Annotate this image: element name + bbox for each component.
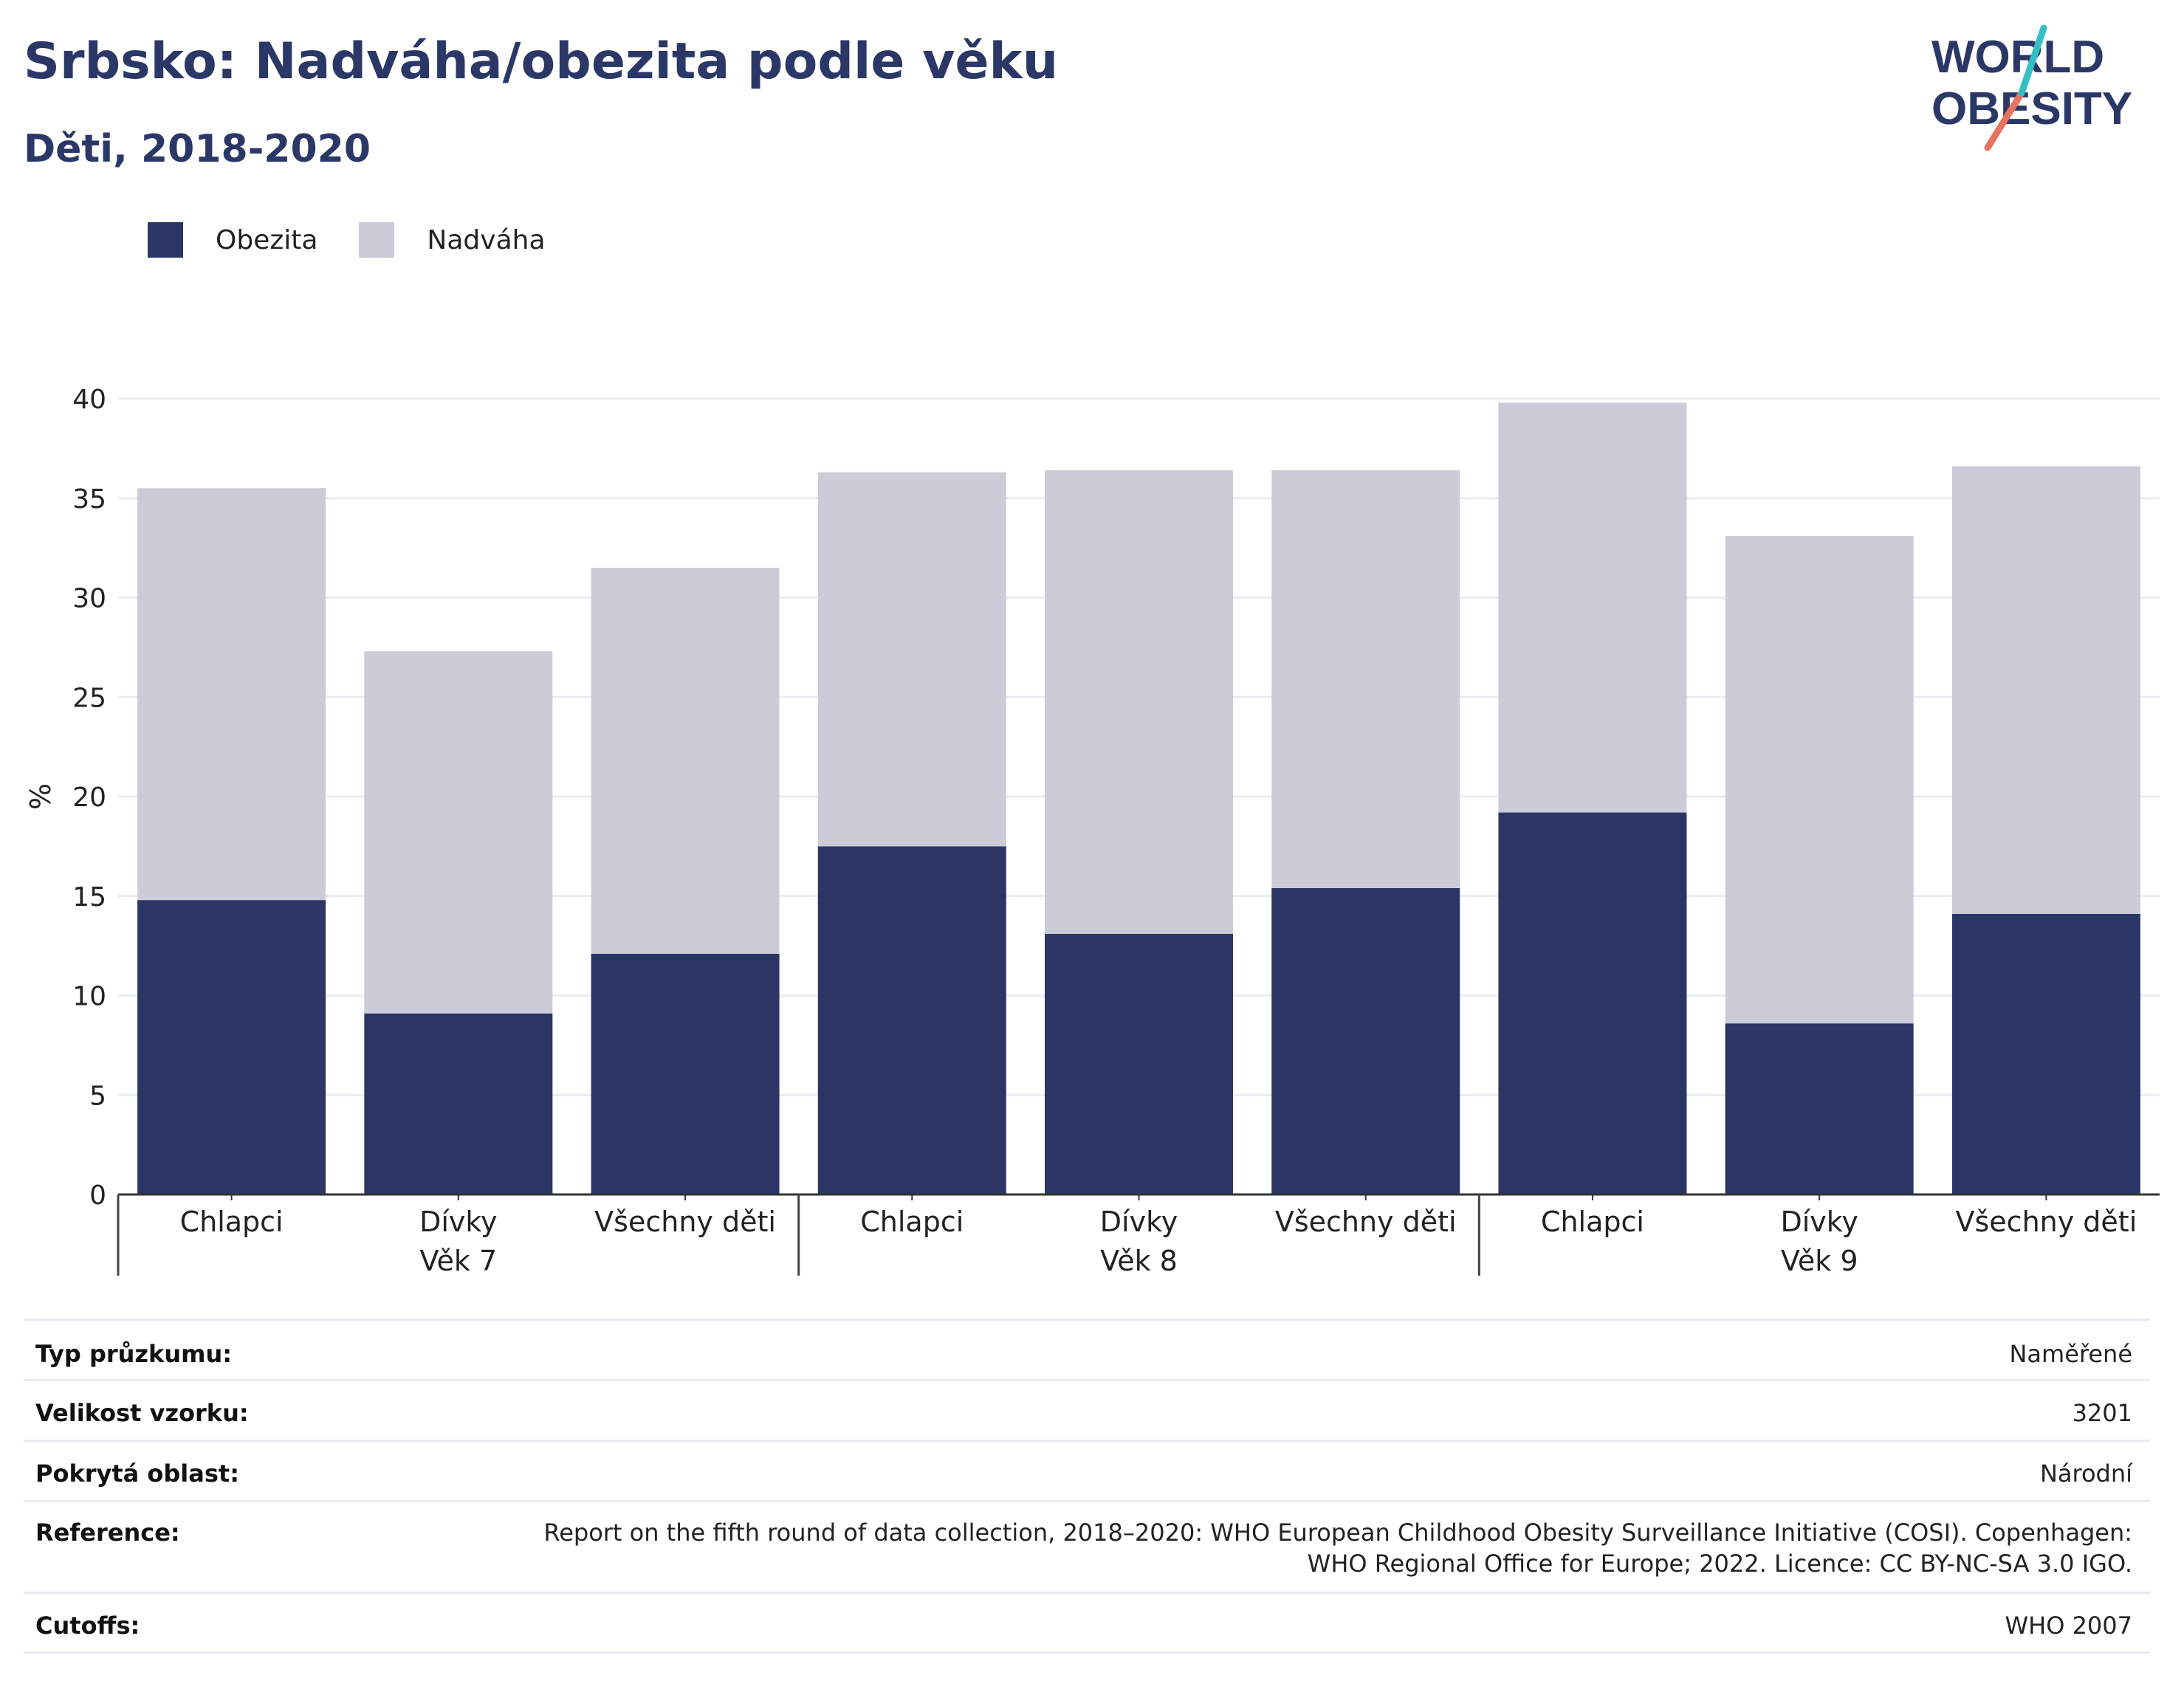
logo-slash-teal — [2018, 24, 2047, 97]
bar-obezita — [1271, 887, 1460, 1194]
y-tick-label: 15 — [72, 882, 106, 912]
legend: Obezita Nadváha — [148, 220, 587, 260]
x-tick-label: Chlapci — [1541, 1206, 1644, 1238]
group-label: Věk 7 — [419, 1245, 497, 1277]
bar-nadvaha — [1045, 470, 1233, 934]
x-tick-label: Dívky — [419, 1206, 497, 1238]
legend-swatch-nadvaha — [359, 222, 395, 258]
y-tick-label: 0 — [89, 1180, 106, 1211]
y-tick-label: 40 — [72, 385, 106, 415]
x-tick-label: Chlapci — [180, 1206, 284, 1238]
legend-item-nadvaha[interactable]: Nadváha — [359, 222, 546, 258]
x-tick-label: Všechny děti — [1275, 1206, 1457, 1238]
y-tick-label: 5 — [89, 1081, 106, 1111]
bar-nadvaha — [591, 568, 780, 954]
legend-swatch-obezita — [148, 222, 183, 258]
legend-item-obezita[interactable]: Obezita — [148, 222, 317, 258]
info-row-cutoffs: Cutoffs: WHO 2007 — [24, 1592, 2150, 1654]
y-tick-label: 20 — [72, 783, 106, 813]
info-value: 3201 — [2072, 1399, 2132, 1427]
bar-nadvaha — [364, 651, 553, 1014]
info-row-sample-size: Velikost vzorku: 3201 — [24, 1379, 2150, 1440]
x-tick-label: Chlapci — [860, 1206, 964, 1238]
x-tick-label: Dívky — [1100, 1206, 1178, 1238]
stacked-bar-chart: 0 5 10 15 20 25 30 35 40% Chlapci Dívky Všechny dět… — [24, 385, 2160, 1277]
chart-title: Srbsko: Nadváha/obezita podle věku — [24, 32, 1059, 91]
info-label: Typ průzkumu: — [35, 1340, 233, 1368]
bar-nadvaha — [1951, 466, 2140, 915]
bar-obezita — [1951, 914, 2140, 1194]
x-tick-label: Všechny děti — [594, 1206, 776, 1238]
y-tick-label: 30 — [72, 584, 106, 614]
info-row-survey-type: Typ průzkumu: Naměřené — [24, 1318, 2150, 1379]
world-obesity-logo: WORLD OBESITY — [1931, 24, 2132, 151]
chart-subtitle: Děti, 2018-2020 — [24, 127, 371, 171]
bar-nadvaha — [1271, 470, 1460, 888]
y-tick-label: 25 — [72, 683, 106, 713]
info-value: Národní — [2039, 1460, 2132, 1488]
info-value: Report on the fifth round of data collec… — [543, 1519, 2132, 1578]
bar-obezita — [817, 846, 1006, 1194]
y-tick-label: 10 — [72, 982, 106, 1012]
info-value: Naměřené — [2009, 1340, 2132, 1368]
info-value: WHO 2007 — [2005, 1612, 2133, 1640]
survey-info-table: Typ průzkumu: Naměřené Velikost vzorku: … — [24, 1318, 2150, 1654]
info-label: Reference: — [35, 1519, 180, 1547]
bar-obezita — [591, 953, 780, 1194]
x-tick-label: Dívky — [1780, 1206, 1858, 1238]
bar-nadvaha — [1725, 535, 1914, 1024]
y-tick-label: 35 — [72, 484, 106, 515]
legend-label-obezita: Obezita — [216, 224, 318, 255]
info-row-coverage: Pokrytá oblast: Národní — [24, 1440, 2150, 1500]
group-label: Věk 8 — [1100, 1245, 1178, 1277]
bar-obezita — [1045, 933, 1233, 1194]
info-label: Cutoffs: — [35, 1612, 140, 1640]
bar-nadvaha — [817, 472, 1006, 847]
info-row-reference: Reference: Report on the fifth round of … — [24, 1500, 2150, 1592]
logo-word-world: WORLD — [1931, 32, 2104, 83]
info-label: Velikost vzorku: — [35, 1399, 249, 1427]
bar-obezita — [1725, 1023, 1914, 1194]
bar-nadvaha — [137, 488, 326, 901]
bar-obezita — [137, 900, 326, 1194]
logo-word-obesity: OBESITY — [1931, 83, 2132, 134]
logo-slash-coral — [1984, 89, 2025, 151]
bar-nadvaha — [1498, 402, 1687, 813]
y-axis-label: % — [24, 783, 57, 810]
x-tick-label: Všechny děti — [1956, 1206, 2137, 1238]
info-label: Pokrytá oblast: — [35, 1460, 239, 1488]
legend-label-nadvaha: Nadváha — [427, 224, 546, 255]
bar-obezita — [1498, 812, 1687, 1194]
bar-obezita — [364, 1013, 553, 1194]
group-label: Věk 9 — [1781, 1245, 1858, 1277]
